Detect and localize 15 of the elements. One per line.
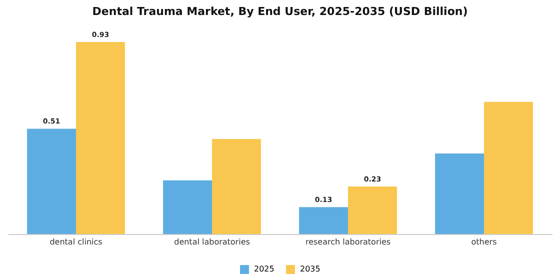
bar	[299, 207, 348, 234]
legend-label: 2025	[254, 264, 274, 274]
x-tick-label: dental laboratories	[174, 238, 250, 246]
bar	[212, 139, 261, 234]
x-tick-label: others	[471, 238, 497, 246]
chart-title: Dental Trauma Market, By End User, 2025-2035 (USD Billion)	[92, 5, 468, 18]
bar	[76, 42, 125, 234]
x-tick-label: research laboratories	[305, 238, 391, 246]
bar	[163, 180, 212, 234]
bar	[484, 102, 533, 234]
legend-label: 2035	[300, 264, 320, 274]
bar	[348, 186, 397, 234]
bar	[435, 153, 484, 234]
x-tick-label: dental clinics	[50, 238, 102, 246]
bar	[27, 128, 76, 234]
